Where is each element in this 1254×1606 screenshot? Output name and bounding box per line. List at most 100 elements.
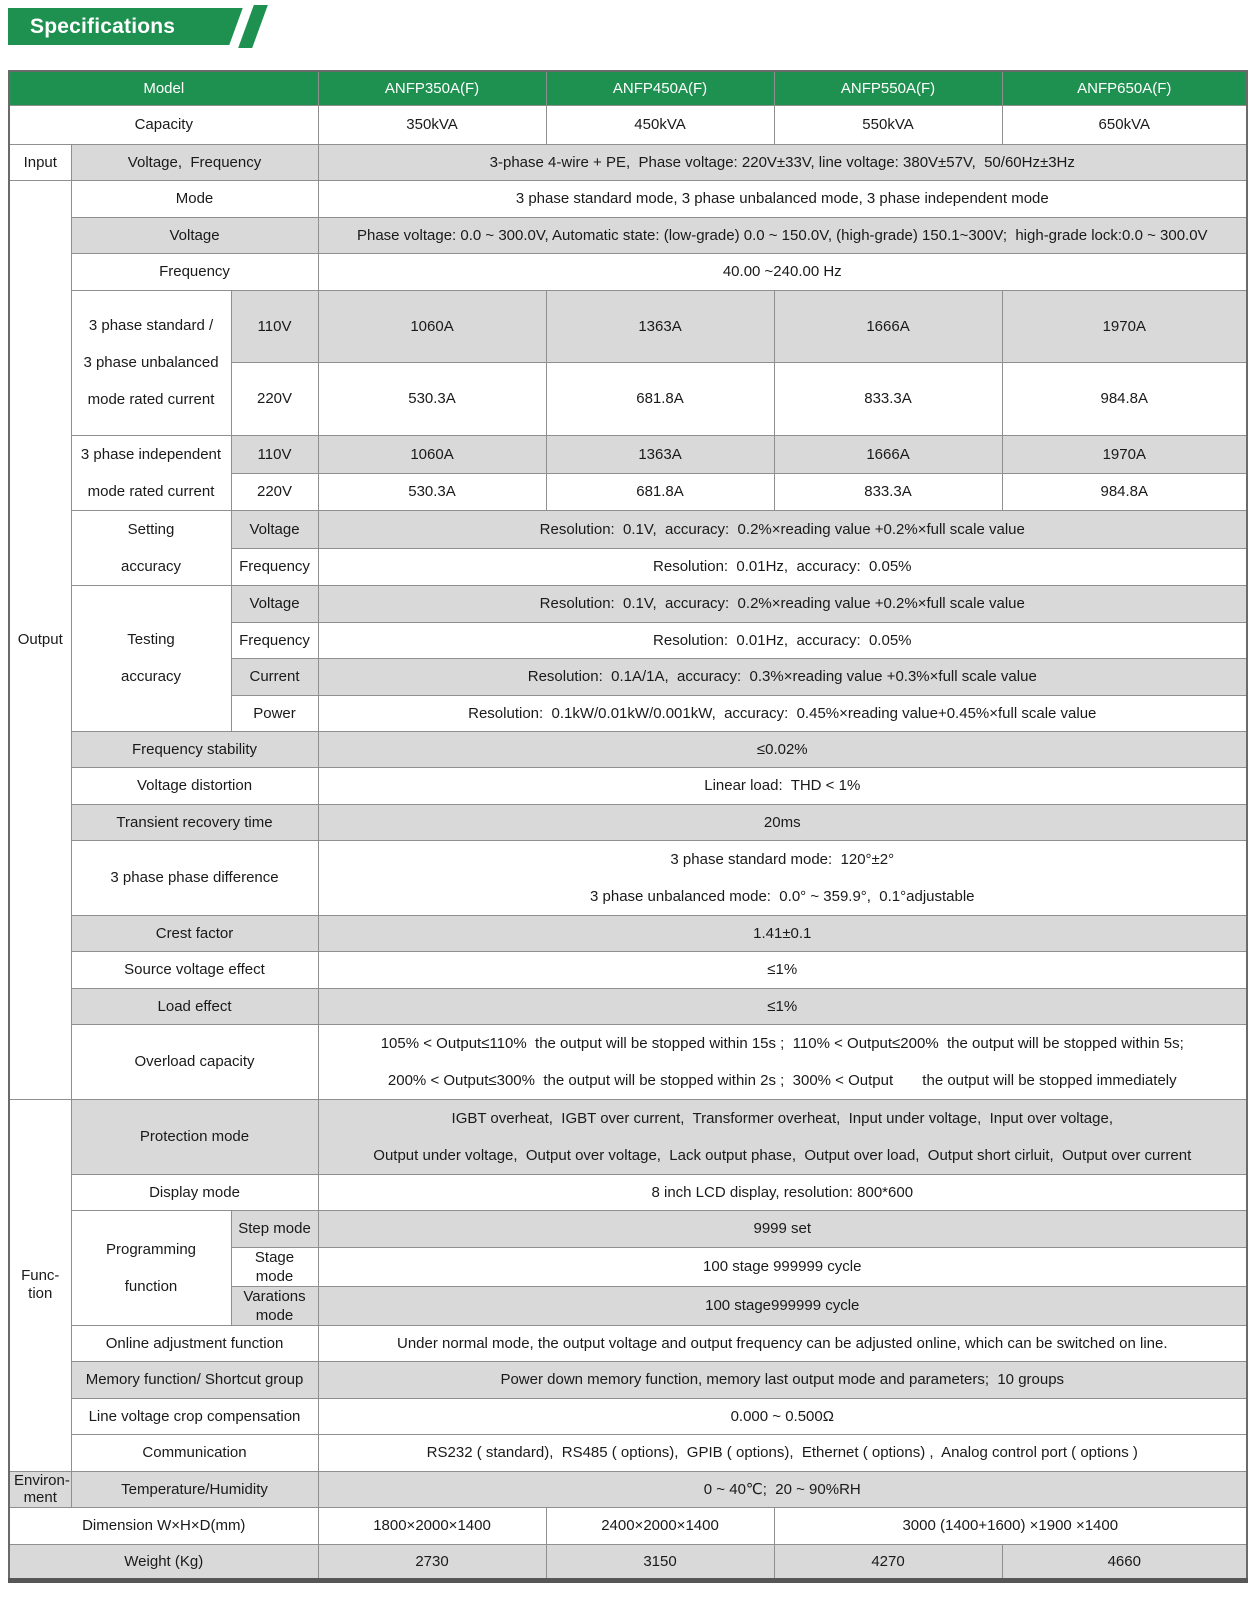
label-protection-mode: Protection mode bbox=[70, 1098, 319, 1175]
cell-line: 3 phase independent bbox=[80, 445, 222, 463]
label-crest-factor: Crest factor bbox=[70, 914, 319, 952]
label-110v: 110V bbox=[230, 434, 319, 474]
cell-4270: 4270 bbox=[773, 1543, 1003, 1581]
label-online-adjustment: Online adjustment function bbox=[70, 1324, 319, 1362]
row-output-frequency: Frequency 40.00 ~240.00 Hz bbox=[9, 252, 1248, 291]
label-capacity: Capacity bbox=[8, 104, 319, 145]
cell-1060a: 1060A bbox=[317, 434, 547, 474]
cell-2730: 2730 bbox=[317, 1543, 547, 1581]
row-setting-accuracy-voltage: Setting accuracy Voltage Resolution: 0.1V, … bbox=[9, 509, 1248, 586]
label-voltage: Voltage bbox=[230, 584, 319, 623]
cell-line: 105% < Output≤110% the output will be st… bbox=[380, 1034, 1184, 1052]
row-input: Input Voltage, Frequency 3-phase 4-wire + … bbox=[8, 143, 1248, 181]
label-voltage-frequency: Voltage, Frequency bbox=[70, 143, 319, 181]
category-function: Func-tion bbox=[8, 1098, 72, 1472]
cell-line: 3 phase unbalanced bbox=[83, 354, 219, 371]
cell-line: mode rated current bbox=[87, 482, 215, 500]
cell-resolution-0-1v-accuracy-0-2-reading-value-: Resolution: 0.1V, accuracy: 0.2%×reading… bbox=[317, 509, 1248, 549]
cell-under-normal-mode-the-output-voltage-and-ou: Under normal mode, the output voltage an… bbox=[317, 1324, 1248, 1362]
cell-line: mode rated current bbox=[87, 391, 215, 408]
cell-1970a: 1970A bbox=[1001, 434, 1248, 474]
row-testing-accuracy-voltage: Testing accuracy Voltage Resolution: 0.1V, … bbox=[9, 584, 1248, 732]
cell-3-phase-standard-mode-3-phase-unbalanced-mo: 3 phase standard mode, 3 phase unbalance… bbox=[317, 179, 1248, 218]
spec-cell: 3 phase standard mode: 120°±2° 3 phase un… bbox=[317, 839, 1248, 916]
cell-line: Setting bbox=[127, 520, 175, 538]
cell-1363a: 1363A bbox=[545, 289, 775, 363]
cell-681-8a: 681.8A bbox=[545, 361, 775, 436]
cell-resolution-0-1a-1a-accuracy-0-3-reading-val: Resolution: 0.1A/1A, accuracy: 0.3%×read… bbox=[317, 657, 1248, 696]
label-frequency-stability: Frequency stability bbox=[70, 730, 319, 768]
row-load-effect: Load effect ≤1% bbox=[9, 987, 1248, 1025]
cell-550kva: 550kVA bbox=[773, 104, 1003, 145]
label-220v: 220V bbox=[230, 361, 319, 436]
row-indep-current-220v: 220V 530.3A 681.8A 833.3A 984.8A bbox=[9, 472, 1248, 511]
model-anfp450: ANFP450A(F) bbox=[545, 70, 775, 106]
cell-line: tion bbox=[28, 1285, 53, 1302]
specifications-banner bbox=[8, 8, 222, 45]
row-varations-mode: Varations mode 100 stage999999 cycle bbox=[9, 1285, 1248, 1326]
row-source-voltage-effect: Source voltage effect ≤1% bbox=[9, 950, 1248, 989]
cell-resolution-0-1v-accuracy-0-2-reading-value-: Resolution: 0.1V, accuracy: 0.2%×reading… bbox=[317, 584, 1248, 623]
spec-table: Model ANFP350A(F) ANFP450A(F) ANFP550A(F) AN… bbox=[8, 70, 1249, 1583]
cell-power-down-memory-function-memory-last-outp: Power down memory function, memory last … bbox=[317, 1360, 1248, 1399]
row-testing-accuracy-current: Current Resolution: 0.1A/1A, accuracy: 0.… bbox=[9, 657, 1248, 696]
cell-8-inch-lcd-display-resolution-800-600: 8 inch LCD display, resolution: 800*600 bbox=[317, 1173, 1248, 1211]
row-mode: Output Mode 3 phase standard mode, 3 phase… bbox=[8, 179, 1248, 1100]
label-display-mode: Display mode bbox=[70, 1173, 319, 1211]
cell-3-phase-4-wire-pe-phase-voltage-220v-33v-li: 3-phase 4-wire + PE, Phase voltage: 220V… bbox=[317, 143, 1248, 181]
cell-1800-2000-1400: 1800×2000×1400 bbox=[317, 1506, 547, 1545]
label-frequency: Frequency bbox=[230, 621, 319, 659]
row-model: Model ANFP350A(F) ANFP450A(F) ANFP550A(F) AN… bbox=[8, 70, 1248, 106]
cell-3150: 3150 bbox=[545, 1543, 775, 1581]
label-dimension: Dimension W×H×D(mm) bbox=[8, 1506, 319, 1545]
label-transient-recovery-time: Transient recovery time bbox=[70, 803, 319, 841]
cell-resolution-0-01hz-accuracy-0-05: Resolution: 0.01Hz, accuracy: 0.05% bbox=[317, 547, 1248, 586]
row-capacity: Capacity 350kVA 450kVA 550kVA 650kVA bbox=[8, 104, 1248, 145]
label-step-mode: Step mode bbox=[230, 1209, 319, 1248]
row-overload-capacity: Overload capacity 105% < Output≤110% the … bbox=[9, 1023, 1248, 1100]
cell-350kva: 350kVA bbox=[317, 104, 547, 145]
cell-530-3a: 530.3A bbox=[317, 361, 547, 436]
cell-line: 3 phase unbalanced mode: 0.0° ~ 359.9°, … bbox=[590, 887, 975, 905]
banner-slash-icon bbox=[238, 5, 268, 48]
cell-1970a: 1970A bbox=[1001, 289, 1248, 363]
row-display-mode: Display mode 8 inch LCD display, resoluti… bbox=[9, 1173, 1248, 1211]
cell-resolution-0-1kw-0-01kw-0-001kw-accuracy-0-: Resolution: 0.1kW/0.01kW/0.001kW, accura… bbox=[317, 694, 1248, 732]
cell-100-stage999999-cycle: 100 stage999999 cycle bbox=[317, 1285, 1248, 1326]
label-source-voltage-effect: Source voltage effect bbox=[70, 950, 319, 989]
row-dimension: Dimension W×H×D(mm) 1800×2000×1400 2400×20… bbox=[8, 1506, 1248, 1545]
cell-resolution-0-01hz-accuracy-0-05: Resolution: 0.01Hz, accuracy: 0.05% bbox=[317, 621, 1248, 659]
cell-line: Environ- bbox=[14, 1472, 70, 1489]
model-anfp550: ANFP550A(F) bbox=[773, 70, 1003, 106]
cell-20ms: 20ms bbox=[317, 803, 1248, 841]
cell-1060a: 1060A bbox=[317, 289, 547, 363]
row-testing-accuracy-frequency: Frequency Resolution: 0.01Hz, accuracy: 0… bbox=[9, 621, 1248, 659]
row-frequency-stability: Frequency stability ≤0.02% bbox=[9, 730, 1248, 768]
category-environment: Environ-ment bbox=[8, 1470, 72, 1508]
cell-1-41-0-1: 1.41±0.1 bbox=[317, 914, 1248, 952]
cell-650kva: 650kVA bbox=[1001, 104, 1248, 145]
row-weight: Weight (Kg) 2730 3150 4270 4660 bbox=[8, 1543, 1248, 1581]
model-anfp350: ANFP350A(F) bbox=[317, 70, 547, 106]
label-220v: 220V bbox=[230, 472, 319, 511]
row-output-voltage: Voltage Phase voltage: 0.0 ~ 300.0V, Auto… bbox=[9, 216, 1248, 254]
spec-table-body: Model ANFP350A(F) ANFP450A(F) ANFP550A(F) AN… bbox=[8, 70, 1248, 1581]
label-output-frequency: Frequency bbox=[70, 252, 319, 291]
cell-4660: 4660 bbox=[1001, 1543, 1248, 1581]
row-communication: Communication RS232 ( standard), RS485 ( … bbox=[9, 1433, 1248, 1472]
cell-833-3a: 833.3A bbox=[773, 361, 1003, 436]
row-voltage-distortion: Voltage distortion Linear load: THD < 1% bbox=[9, 766, 1248, 805]
row-std-current-110v: 3 phase standard / 3 phase unbalanced mode… bbox=[9, 289, 1248, 436]
label-overload-capacity: Overload capacity bbox=[70, 1023, 319, 1100]
row-transient-recovery: Transient recovery time 20ms bbox=[9, 803, 1248, 841]
model-header-cell: Model bbox=[8, 70, 319, 106]
category-input: Input bbox=[8, 143, 72, 181]
cell-line: IGBT overheat, IGBT over current, Transf… bbox=[451, 1109, 1113, 1127]
label-frequency: Frequency bbox=[230, 547, 319, 586]
cell-1: ≤1% bbox=[317, 950, 1248, 989]
label-standard-unbalanced-rated-current: 3 phase standard / 3 phase unbalanced mode… bbox=[70, 289, 232, 436]
page-title: Specifications bbox=[30, 15, 176, 38]
category-output: Output bbox=[8, 179, 72, 1100]
label-varations-mode: Varations mode bbox=[230, 1285, 319, 1326]
